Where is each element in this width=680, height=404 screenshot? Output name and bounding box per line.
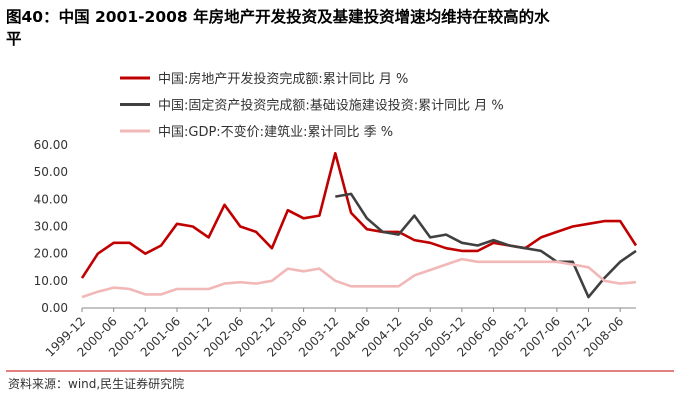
y-tick-label: 60.00 — [34, 138, 68, 152]
source: 资料来源：wind,民生证券研究院 — [8, 376, 184, 391]
legend-label: 中国:GDP:不变价:建筑业:累计同比 季 % — [158, 124, 393, 140]
chart-title: 平 — [6, 30, 22, 48]
y-tick-label: 20.00 — [34, 247, 68, 261]
y-tick-label: 50.00 — [34, 165, 68, 179]
legend-label: 中国:固定资产投资完成额:基础设施建设投资:累计同比 月 % — [158, 98, 504, 114]
y-tick-label: 0.00 — [41, 301, 68, 315]
chart-title: 图40：中国 2001-2008 年房地产开发投资及基建投资增速均维持在较高的水 — [6, 7, 550, 26]
series-line — [335, 192, 637, 299]
y-tick-label: 40.00 — [34, 192, 68, 206]
y-tick-label: 30.00 — [34, 220, 68, 234]
series-line — [80, 151, 638, 279]
legend-label: 中国:房地产开发投资完成额:累计同比 月 % — [158, 71, 408, 87]
y-tick-label: 10.00 — [34, 274, 68, 288]
series-line — [81, 257, 637, 299]
